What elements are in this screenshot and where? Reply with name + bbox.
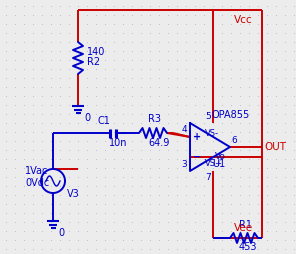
Text: R1: R1 [239, 220, 252, 230]
Text: R2: R2 [87, 57, 100, 67]
Text: −: − [193, 152, 201, 162]
Text: V3: V3 [67, 189, 80, 199]
Text: +: + [193, 132, 201, 142]
Text: R3: R3 [148, 114, 161, 124]
Text: VS+: VS+ [205, 160, 223, 168]
Text: Vcc: Vcc [234, 15, 252, 25]
Text: 0: 0 [84, 113, 90, 123]
Text: U1: U1 [212, 159, 225, 169]
Text: 7: 7 [205, 173, 211, 182]
Text: 453: 453 [239, 242, 258, 252]
Text: 140: 140 [87, 47, 105, 57]
Text: 4: 4 [181, 125, 187, 134]
Text: Vee: Vee [234, 223, 253, 233]
Text: Vo: Vo [215, 152, 226, 161]
Text: 6: 6 [231, 136, 237, 145]
Text: 64.9: 64.9 [148, 138, 169, 148]
Text: OPA855: OPA855 [212, 110, 250, 120]
Text: OUT: OUT [264, 142, 286, 152]
Text: VS-: VS- [205, 129, 219, 137]
Text: 1Vac
0Vdc: 1Vac 0Vdc [25, 166, 49, 188]
Text: 5: 5 [205, 112, 211, 121]
Text: C1: C1 [97, 116, 110, 126]
Text: 3: 3 [181, 160, 187, 169]
Text: 0: 0 [58, 228, 64, 238]
Text: 10n: 10n [109, 138, 128, 148]
